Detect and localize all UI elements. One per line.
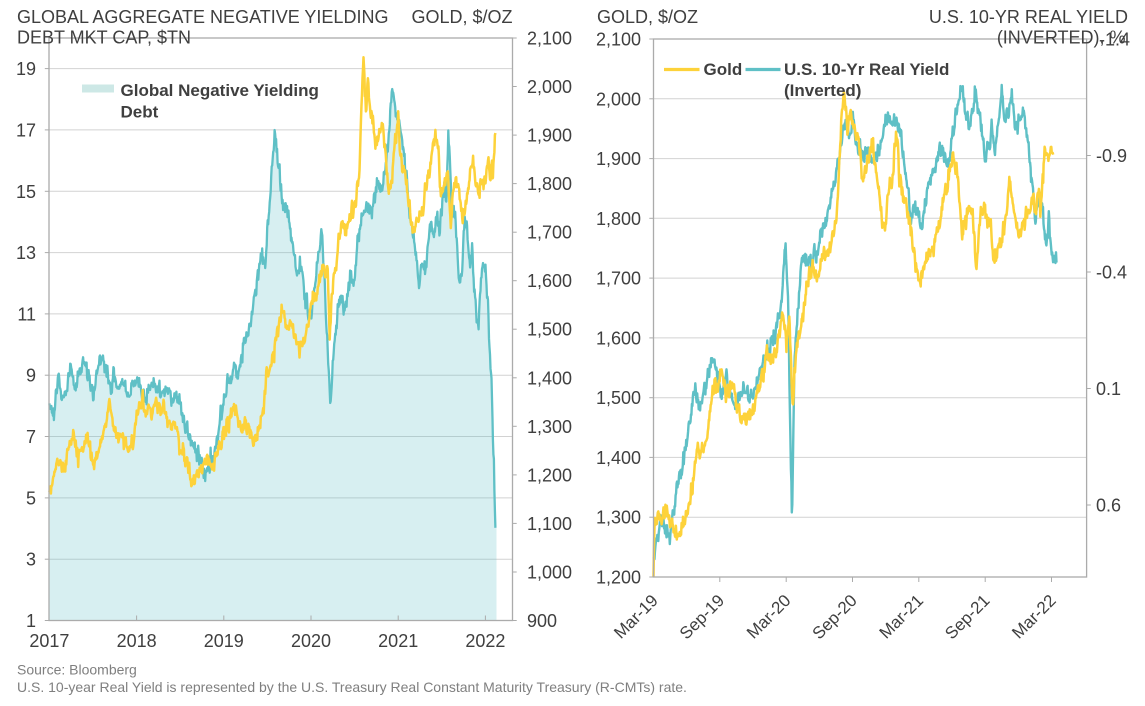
svg-text:2,000: 2,000 <box>527 77 572 97</box>
svg-text:1: 1 <box>26 611 36 631</box>
svg-text:1,200: 1,200 <box>527 465 572 485</box>
svg-text:-0.4: -0.4 <box>1096 263 1127 283</box>
svg-text:1,400: 1,400 <box>527 368 572 388</box>
svg-text:1,700: 1,700 <box>596 269 641 289</box>
svg-text:3: 3 <box>26 550 36 570</box>
svg-text:13: 13 <box>16 243 36 263</box>
svg-text:2,100: 2,100 <box>527 28 572 48</box>
svg-text:GOLD, $/OZ: GOLD, $/OZ <box>597 7 698 27</box>
svg-text:2,000: 2,000 <box>596 89 641 109</box>
svg-text:2022: 2022 <box>465 631 505 651</box>
svg-text:1,300: 1,300 <box>596 508 641 528</box>
svg-text:1,400: 1,400 <box>596 448 641 468</box>
svg-text:Debt: Debt <box>121 103 159 122</box>
svg-text:900: 900 <box>527 611 557 631</box>
svg-text:0.1: 0.1 <box>1096 379 1121 399</box>
svg-text:19: 19 <box>16 59 36 79</box>
svg-text:Source: Bloomberg: Source: Bloomberg <box>17 662 137 678</box>
svg-text:1,800: 1,800 <box>527 174 572 194</box>
svg-text:1,800: 1,800 <box>596 209 641 229</box>
svg-text:1,600: 1,600 <box>596 328 641 348</box>
svg-text:7: 7 <box>26 427 36 447</box>
svg-text:1,700: 1,700 <box>527 223 572 243</box>
svg-text:17: 17 <box>16 120 36 140</box>
svg-text:U.S. 10-year Real Yield is rep: U.S. 10-year Real Yield is represented b… <box>17 679 687 695</box>
svg-text:1,500: 1,500 <box>596 388 641 408</box>
svg-text:2018: 2018 <box>117 631 157 651</box>
svg-text:Global Negative Yielding: Global Negative Yielding <box>121 81 319 100</box>
svg-text:1,100: 1,100 <box>527 514 572 534</box>
svg-text:2021: 2021 <box>378 631 418 651</box>
svg-text:(Inverted): (Inverted) <box>784 81 861 100</box>
svg-text:1,000: 1,000 <box>527 562 572 582</box>
svg-text:(INVERTED), %: (INVERTED), % <box>997 28 1126 48</box>
svg-text:Gold: Gold <box>704 60 743 79</box>
svg-text:1,600: 1,600 <box>527 271 572 291</box>
svg-text:1,200: 1,200 <box>596 568 641 588</box>
svg-text:GOLD, $/OZ: GOLD, $/OZ <box>411 7 512 27</box>
svg-text:U.S. 10-Yr Real Yield: U.S. 10-Yr Real Yield <box>784 60 949 79</box>
svg-text:9: 9 <box>26 366 36 386</box>
svg-text:1,900: 1,900 <box>527 126 572 146</box>
svg-text:15: 15 <box>16 182 36 202</box>
svg-text:2,100: 2,100 <box>596 29 641 49</box>
svg-text:1,500: 1,500 <box>527 320 572 340</box>
svg-text:1,300: 1,300 <box>527 417 572 437</box>
svg-text:-1.4: -1.4 <box>1099 30 1130 50</box>
svg-text:-0.9: -0.9 <box>1096 146 1127 166</box>
svg-text:2020: 2020 <box>291 631 331 651</box>
svg-text:11: 11 <box>17 304 36 324</box>
svg-text:1,900: 1,900 <box>596 149 641 169</box>
svg-text:U.S. 10-YR REAL YIELD: U.S. 10-YR REAL YIELD <box>929 7 1128 27</box>
svg-text:0.6: 0.6 <box>1096 496 1121 516</box>
svg-text:5: 5 <box>26 488 36 508</box>
svg-text:GLOBAL AGGREGATE NEGATIVE YIEL: GLOBAL AGGREGATE NEGATIVE YIELDING <box>17 7 388 27</box>
svg-text:DEBT MKT CAP, $TN: DEBT MKT CAP, $TN <box>17 28 191 48</box>
svg-text:2017: 2017 <box>29 631 69 651</box>
svg-text:2019: 2019 <box>204 631 244 651</box>
